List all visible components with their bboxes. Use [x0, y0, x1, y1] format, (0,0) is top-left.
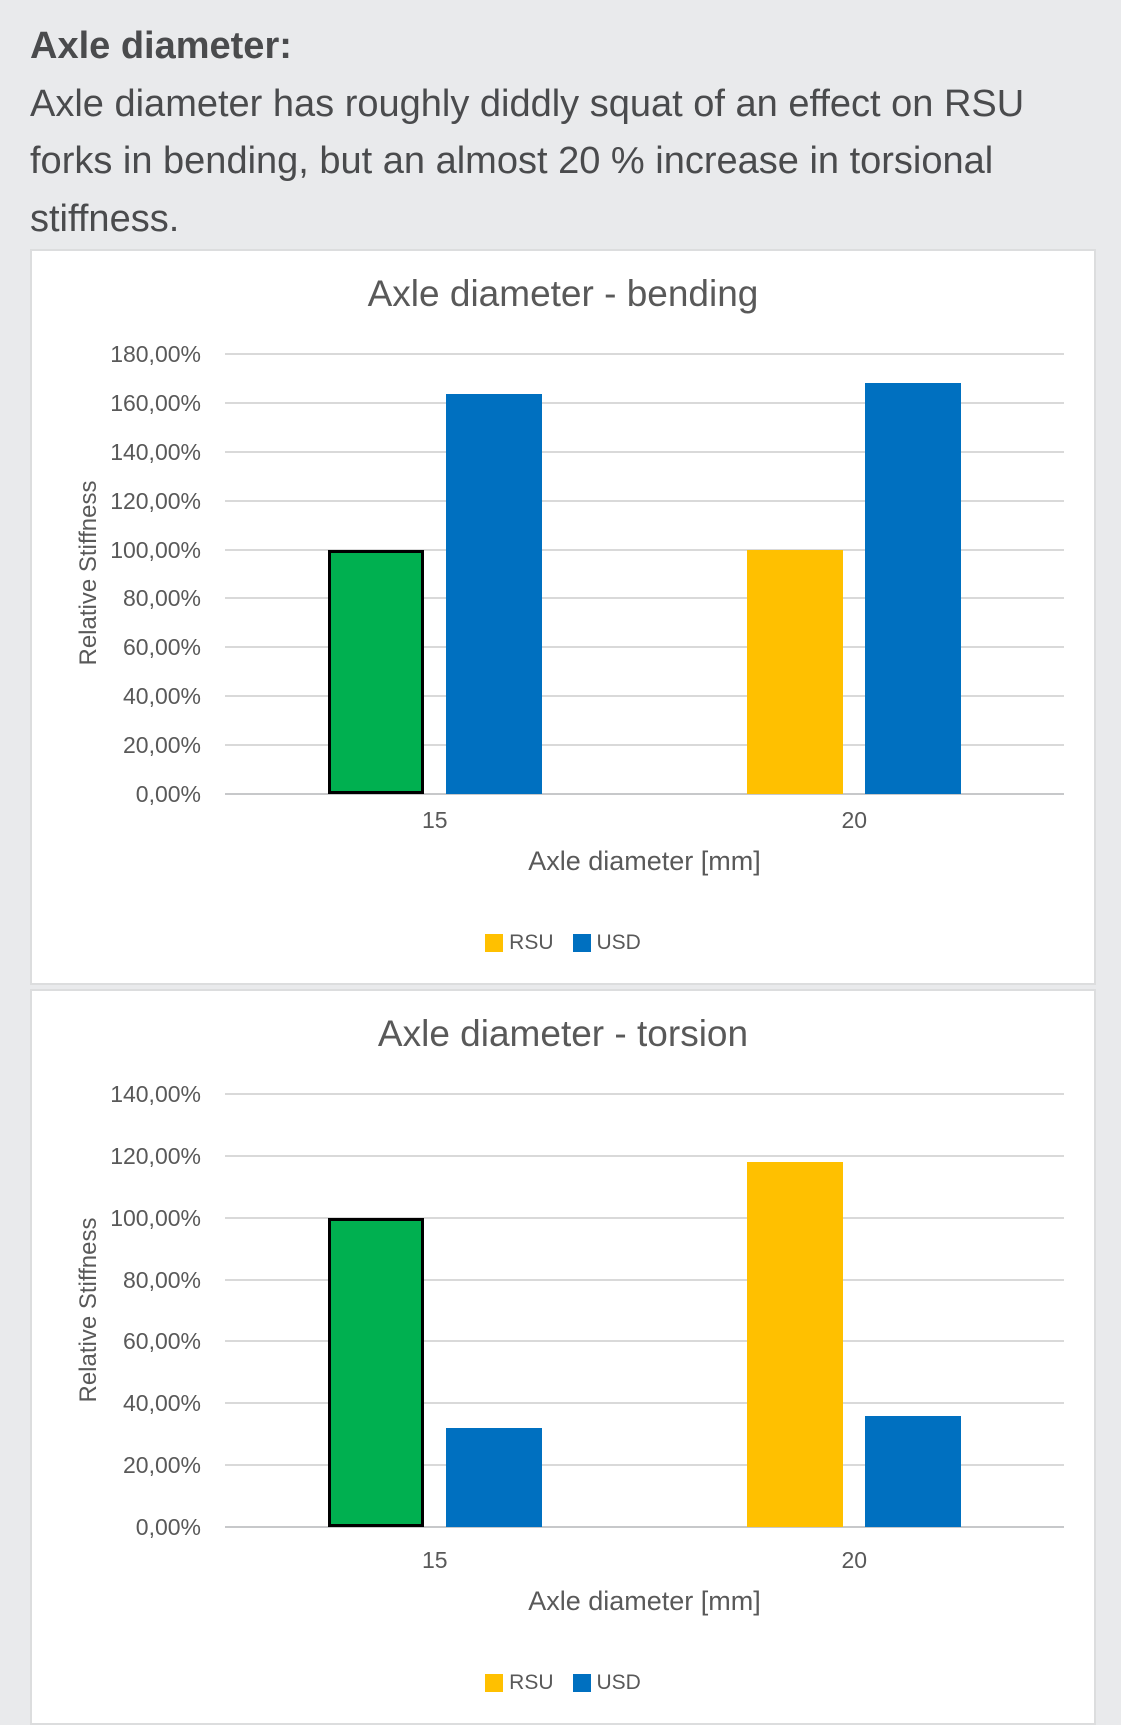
chart-panel-bending: Axle diameter - bending 0,00% 20,00% 40,00%…	[30, 249, 1096, 985]
bar-rsu-15	[327, 1217, 424, 1527]
bar-usd-20	[865, 383, 962, 794]
x-axis-line	[225, 793, 1064, 795]
y-axis-tick-label: 160,00%	[110, 389, 201, 416]
gridline	[225, 548, 1064, 551]
y-axis-title: Relative Stiffness	[75, 1217, 102, 1402]
gridline	[225, 646, 1064, 649]
chart-title: Axle diameter - bending	[367, 273, 759, 314]
gridline	[225, 450, 1064, 453]
legend-label-usd: USD	[596, 1671, 641, 1694]
x-axis-tick-label: 20	[841, 1547, 868, 1573]
legend-swatch-usd	[572, 1673, 591, 1692]
x-axis-tick-label: 20	[841, 807, 868, 833]
bar-usd-15	[445, 1428, 542, 1527]
legend-item-rsu: RSU	[485, 931, 554, 954]
y-axis-tick-label: 20,00%	[122, 1452, 201, 1479]
y-axis-tick-label: 40,00%	[122, 1390, 201, 1417]
y-axis-tick-label: 0,00%	[135, 781, 201, 807]
chart-title: Axle diameter - torsion	[377, 1013, 749, 1054]
y-axis-tick-label: 120,00%	[110, 487, 201, 514]
y-axis-tick-label: 60,00%	[122, 1328, 201, 1355]
gridline	[225, 1340, 1064, 1343]
intro-heading: Axle diameter:	[30, 25, 292, 67]
legend-item-usd: USD	[572, 931, 641, 954]
gridline	[225, 1278, 1064, 1281]
intro-text-block: Axle diameter: Axle diameter has roughly…	[30, 18, 1070, 248]
y-axis-title: Relative Stiffness	[75, 480, 102, 666]
x-axis-title: Axle diameter [mm]	[528, 1586, 761, 1616]
chart-panel-torsion: Axle diameter - torsion 0,00% 20,00% 40,00%…	[30, 989, 1096, 1725]
gridline	[225, 1402, 1064, 1405]
x-axis-tick-label: 15	[421, 1547, 448, 1573]
bar-usd-15	[445, 394, 542, 794]
x-axis-line	[225, 1526, 1064, 1528]
legend-label-usd: USD	[596, 931, 641, 954]
y-axis-tick-label: 0,00%	[135, 1514, 201, 1540]
y-axis-tick-label: 80,00%	[122, 1266, 201, 1293]
gridline	[225, 499, 1064, 502]
intro-body: Axle diameter has roughly diddly squat o…	[30, 82, 1025, 240]
gridline	[225, 695, 1064, 698]
legend: RSU USD	[32, 1672, 1094, 1693]
y-axis-tick-label: 20,00%	[122, 732, 201, 759]
gridline	[225, 401, 1064, 404]
legend-item-usd: USD	[572, 1671, 641, 1694]
legend-swatch-usd	[572, 933, 591, 952]
x-axis-tick-label: 15	[421, 807, 448, 833]
y-axis-tick-label: 120,00%	[110, 1142, 201, 1169]
y-axis-tick-label: 140,00%	[110, 438, 201, 465]
legend-label-rsu: RSU	[509, 1671, 554, 1694]
gridline	[225, 1093, 1064, 1095]
y-axis-tick-label: 100,00%	[110, 1204, 201, 1231]
bar-rsu-20	[747, 1162, 844, 1527]
gridline	[225, 353, 1064, 355]
y-axis-tick-label: 80,00%	[122, 585, 201, 612]
legend: RSU USD	[32, 932, 1094, 953]
legend-swatch-rsu	[485, 933, 504, 952]
gridline	[225, 1464, 1064, 1467]
bar-usd-20	[865, 1415, 962, 1527]
gridline	[225, 597, 1064, 600]
legend-label-rsu: RSU	[509, 931, 554, 954]
bar-rsu-15	[327, 549, 424, 794]
bar-rsu-20	[747, 549, 844, 794]
y-axis-tick-label: 60,00%	[122, 634, 201, 661]
y-axis-tick-label: 100,00%	[110, 536, 201, 563]
gridline	[225, 1216, 1064, 1219]
x-axis-title: Axle diameter [mm]	[528, 846, 761, 876]
y-axis-tick-label: 40,00%	[122, 683, 201, 710]
legend-item-rsu: RSU	[485, 1671, 554, 1694]
gridline	[225, 1154, 1064, 1157]
y-axis-tick-label: 140,00%	[110, 1081, 201, 1107]
legend-swatch-rsu	[485, 1673, 504, 1692]
gridline	[225, 744, 1064, 747]
y-axis-tick-label: 180,00%	[110, 341, 201, 367]
